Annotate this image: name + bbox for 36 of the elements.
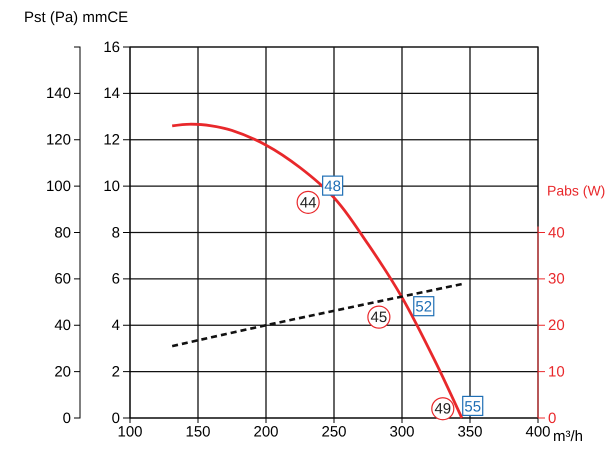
y3-tick-label: 80 — [54, 224, 71, 242]
y2-tick-label: 20 — [548, 317, 565, 334]
y3-tick-label: 100 — [46, 178, 71, 195]
x-tick-label: 300 — [389, 424, 415, 441]
y-tick-label: 14 — [103, 85, 120, 102]
x-tick-label: 350 — [457, 424, 483, 441]
y2-axis-title: Pabs (W) — [547, 182, 606, 198]
x-tick-label: 400 — [525, 424, 551, 441]
y2-tick-label: 0 — [548, 410, 556, 427]
annotation: 49 — [434, 400, 452, 418]
y-tick-label: 6 — [112, 270, 120, 288]
y2-tick-label: 30 — [548, 270, 565, 288]
x-tick-label: 100 — [117, 424, 143, 441]
y2-tick-label: 10 — [548, 363, 565, 380]
y-axis-title: Pst (Pa) mmCE — [24, 9, 128, 26]
y3-tick-label: 40 — [54, 317, 71, 334]
line-series — [170, 122, 464, 420]
x-tick-label: 200 — [253, 424, 279, 441]
x-tick-label: 150 — [185, 424, 211, 441]
y-tick-label: 2 — [112, 363, 120, 380]
y-tick-label: 10 — [103, 178, 120, 195]
y2-tick-label: 40 — [548, 224, 565, 242]
x-tick-label: 250 — [321, 424, 347, 441]
y3-tick-label: 120 — [46, 132, 71, 149]
annotation: 45 — [370, 309, 388, 326]
y3-tick-label: 0 — [62, 410, 71, 427]
y-tick-label: 8 — [112, 224, 120, 242]
y-tick-label: 0 — [112, 410, 120, 427]
annotation: 44 — [300, 194, 317, 212]
y-tick-label: 4 — [112, 317, 120, 334]
y-tick-label: 16 — [103, 38, 120, 56]
y3-tick-label: 20 — [54, 363, 71, 380]
y3-tick-label: 140 — [46, 85, 71, 102]
x-axis-title: m³/h — [553, 428, 583, 445]
y-tick-label: 12 — [103, 132, 120, 149]
y3-tick-label: 60 — [54, 270, 71, 288]
